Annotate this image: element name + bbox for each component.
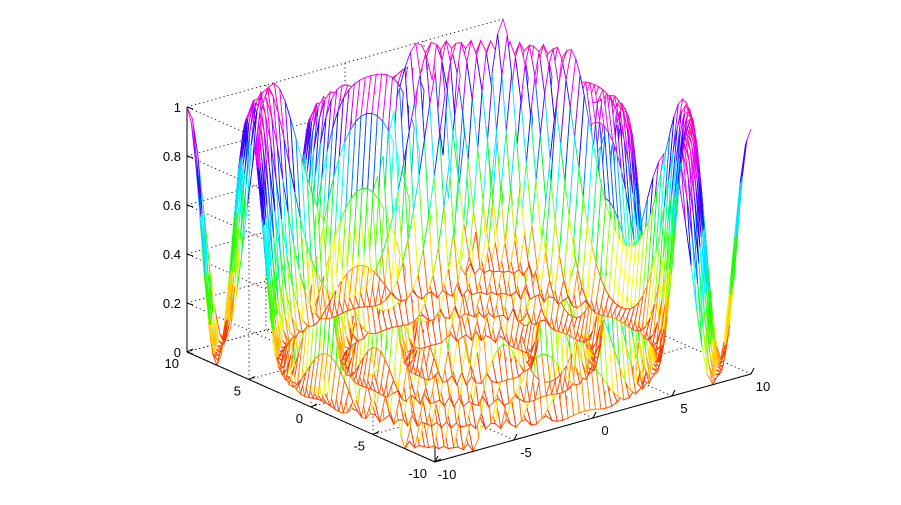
z-tick-label: 0.6 xyxy=(163,198,181,213)
x-tick-label: 0 xyxy=(601,423,608,438)
mesh-cell xyxy=(186,106,198,161)
z-tick-label: 1 xyxy=(174,100,181,115)
y-tick-mark xyxy=(186,348,194,353)
x-tick-label: -5 xyxy=(520,445,532,460)
z-tick-label: 0.2 xyxy=(163,296,181,311)
y-tick-label: -5 xyxy=(353,439,365,454)
z-tick-mark xyxy=(186,155,194,159)
z-tick-label: 0.8 xyxy=(163,149,181,164)
x-tick-label: 10 xyxy=(756,379,770,394)
surface-mesh xyxy=(186,17,752,453)
z-tick-mark xyxy=(186,351,194,355)
y-tick-label: 10 xyxy=(165,356,179,371)
x-tick-mark xyxy=(592,411,597,419)
x-tick-mark xyxy=(671,389,676,397)
y-tick-label: 0 xyxy=(296,411,303,426)
axes-box-front xyxy=(186,106,755,463)
z-tick-mark xyxy=(186,302,194,306)
y-tick-mark xyxy=(310,403,318,408)
x-tick-mark xyxy=(750,367,755,375)
x-tick-mark xyxy=(513,433,518,441)
y-tick-mark xyxy=(372,431,380,435)
y-tick-mark xyxy=(434,458,442,463)
z-tick-mark xyxy=(186,204,194,208)
y-tick-mark xyxy=(248,376,256,380)
y-tick-label: 5 xyxy=(234,384,241,399)
z-tick-label: 0 xyxy=(174,345,181,360)
gridline xyxy=(186,18,504,108)
x-tick-label: 5 xyxy=(680,401,687,416)
z-tick-mark xyxy=(186,253,194,257)
z-tick-label: 0.4 xyxy=(163,247,181,262)
y-tick-label: -10 xyxy=(408,466,427,481)
z-tick-mark xyxy=(186,106,194,110)
x-tick-mark xyxy=(434,455,439,463)
x-tick-label: -10 xyxy=(438,467,457,482)
